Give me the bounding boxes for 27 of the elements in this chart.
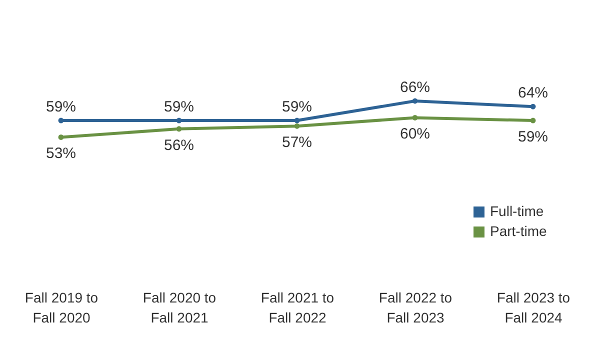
- data-label: 59%: [164, 98, 194, 116]
- data-label: 59%: [46, 98, 76, 116]
- point: [412, 114, 418, 120]
- data-label: 66%: [400, 79, 430, 96]
- data-label: 57%: [282, 134, 312, 152]
- x-tick-label: Fall 2023 to Fall 2024: [496, 290, 570, 326]
- data-label: 53%: [46, 145, 76, 162]
- point: [412, 98, 418, 104]
- data-label: 56%: [164, 136, 194, 154]
- x-tick-label: Fall 2021 to Fall 2022: [260, 290, 334, 326]
- legend-label: Part-time: [490, 223, 547, 239]
- point: [530, 104, 536, 110]
- point: [294, 118, 300, 124]
- data-label: 59%: [282, 98, 312, 116]
- point: [176, 118, 182, 124]
- point: [58, 118, 64, 124]
- point: [294, 123, 300, 129]
- data-label: 59%: [518, 128, 548, 146]
- point: [530, 118, 536, 124]
- data-label: 60%: [400, 126, 430, 143]
- legend-label: Full-time: [490, 203, 544, 219]
- point: [58, 134, 64, 140]
- data-label: 64%: [518, 84, 548, 102]
- x-tick-label: Fall 2022 to Fall 2023: [378, 290, 452, 326]
- x-tick-label: Fall 2019 to Fall 2020: [24, 290, 98, 326]
- x-tick-label: Fall 2020 to Fall 2021: [142, 290, 216, 326]
- point: [176, 126, 182, 132]
